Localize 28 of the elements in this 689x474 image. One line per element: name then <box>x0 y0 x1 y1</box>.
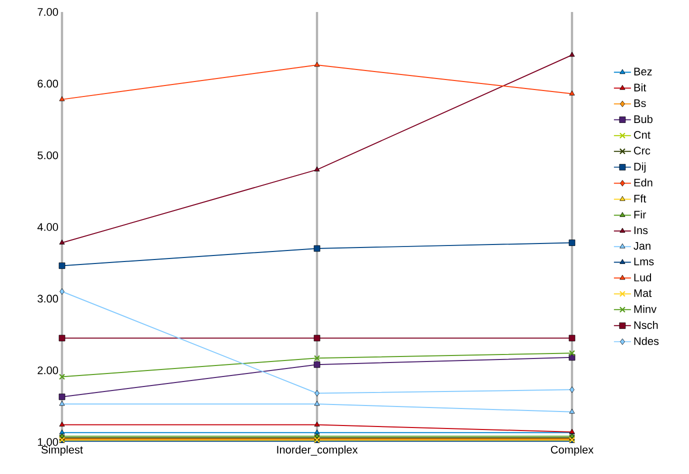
legend-label: Fft <box>634 194 646 202</box>
legend-label: Bit <box>634 83 646 92</box>
legend-label: Lud <box>634 273 652 282</box>
legend-label: Edn <box>634 178 652 187</box>
y-tick-label: 7.00 <box>38 8 58 16</box>
legend-label: Cnt <box>634 131 650 139</box>
x-tick-label: Simplest <box>41 446 83 456</box>
legend-label: Lms <box>634 258 654 266</box>
legend-label: Ndes <box>634 336 659 346</box>
legend-label: Fir <box>634 210 646 218</box>
legend-label: Crc <box>634 146 650 155</box>
legend-label: Bub <box>634 115 652 124</box>
y-tick-label: 2.00 <box>38 366 58 374</box>
x-tick-label: Complex <box>550 446 594 456</box>
legend-label: Bs <box>634 99 646 108</box>
legend-label: Nsch <box>634 320 658 330</box>
legend-label: Jan <box>634 242 650 250</box>
x-tick-label: Inorder_complex <box>277 446 358 456</box>
y-tick-label: 5.00 <box>38 151 58 160</box>
y-tick-label: 4.00 <box>37 223 58 231</box>
legend-label: Ins <box>634 226 648 234</box>
legend-label: Minv <box>634 304 657 313</box>
y-tick-label: 1.00 <box>38 438 58 446</box>
y-tick-label: 3.00 <box>38 294 58 303</box>
legend-label: Dij <box>634 162 646 173</box>
legend-label: Mat <box>634 289 652 297</box>
y-tick-label: 6.00 <box>38 80 58 88</box>
legend-label: Bez <box>634 68 652 76</box>
